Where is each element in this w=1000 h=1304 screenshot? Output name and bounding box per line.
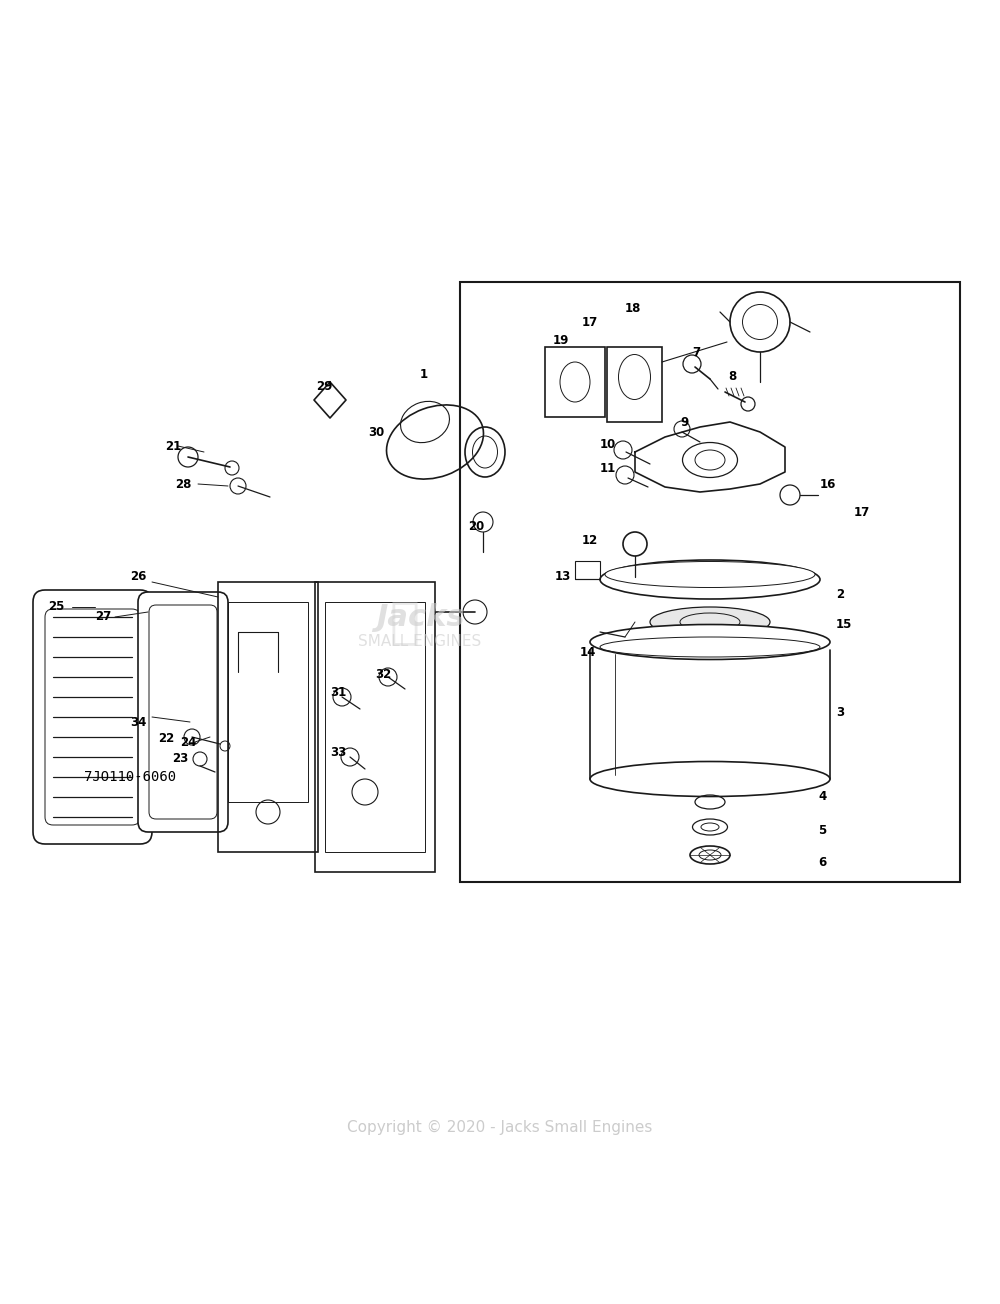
FancyBboxPatch shape [138,592,228,832]
Text: 28: 28 [175,477,191,490]
Bar [575,561,600,579]
FancyBboxPatch shape [149,605,217,819]
Text: 33: 33 [330,746,346,759]
Text: 4: 4 [818,790,826,803]
Text: 2: 2 [836,588,844,601]
Text: 7JO110-6060: 7JO110-6060 [84,769,176,784]
FancyBboxPatch shape [45,609,140,825]
Bar [545,347,605,417]
Text: 𝒥: 𝒥 [390,599,420,645]
Text: 23: 23 [172,752,188,765]
Text: Jacks: Jacks [376,602,464,631]
FancyBboxPatch shape [33,589,152,844]
Bar [218,582,318,852]
Text: 19: 19 [553,334,569,347]
Text: 12: 12 [582,533,598,546]
Text: 20: 20 [468,520,484,533]
Text: SMALL ENGINES: SMALL ENGINES [358,635,482,649]
Text: 14: 14 [580,645,596,659]
Text: 1: 1 [420,368,428,381]
Text: 11: 11 [600,463,616,476]
Text: 25: 25 [48,601,64,613]
Text: Copyright © 2020 - Jacks Small Engines: Copyright © 2020 - Jacks Small Engines [347,1120,653,1134]
Text: 13: 13 [555,570,571,583]
Text: 6: 6 [818,855,826,868]
Text: 9: 9 [680,416,688,429]
Text: 8: 8 [728,370,736,383]
Bar [228,602,308,802]
Text: 31: 31 [330,686,346,699]
Text: 15: 15 [836,618,852,631]
Text: 10: 10 [600,438,616,450]
Text: 7: 7 [692,346,700,359]
Bar [460,282,960,882]
Text: 18: 18 [625,303,641,316]
Ellipse shape [590,625,830,660]
Text: 16: 16 [820,477,836,490]
Text: 32: 32 [375,668,391,681]
Text: 29: 29 [316,381,332,394]
Ellipse shape [650,606,770,636]
Text: 27: 27 [95,610,111,623]
Text: 26: 26 [130,571,146,583]
Ellipse shape [605,562,815,588]
Text: 17: 17 [582,316,598,329]
Bar [325,602,425,852]
Text: 24: 24 [180,735,196,748]
Text: 3: 3 [836,705,844,719]
Text: 21: 21 [165,439,181,452]
Text: 22: 22 [158,733,174,746]
Text: 17: 17 [854,506,870,519]
Text: 5: 5 [818,824,826,836]
Text: 34: 34 [130,716,146,729]
Bar [607,347,662,422]
Text: 30: 30 [368,425,384,438]
Ellipse shape [590,762,830,797]
Bar [315,582,435,872]
